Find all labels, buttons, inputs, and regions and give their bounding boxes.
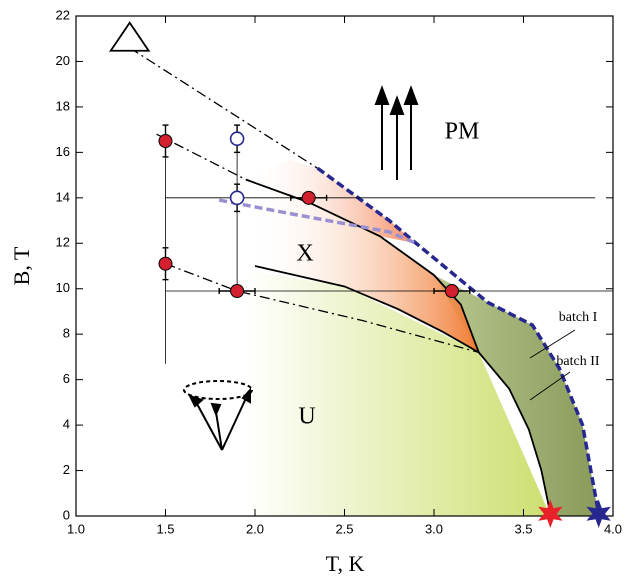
point	[230, 284, 245, 298]
line	[165, 263, 479, 353]
annotation: U	[298, 404, 315, 430]
x-tick-label: 4.0	[604, 521, 622, 536]
x-tick-label: 2.0	[246, 521, 264, 536]
line	[156, 133, 247, 181]
y-tick-label: 18	[56, 98, 70, 113]
y-tick-label: 0	[63, 507, 70, 522]
y-axis-label: B, T	[9, 246, 34, 285]
line	[316, 166, 601, 515]
leader-line	[529, 329, 576, 359]
y-tick-label: 4	[63, 417, 70, 432]
point	[158, 256, 173, 271]
y-tick-label: 14	[56, 189, 70, 204]
phase-regions	[246, 160, 599, 516]
y-tick-label: 20	[56, 53, 70, 68]
region-u	[246, 270, 551, 516]
line	[129, 47, 319, 169]
y-tick-label: 12	[56, 235, 70, 250]
region-x	[246, 179, 479, 353]
x-tick-label: 1.0	[67, 521, 85, 536]
x-tick-label: 3.5	[514, 521, 532, 536]
point	[586, 499, 611, 528]
x-tick-label: 3.0	[425, 521, 443, 536]
point	[444, 284, 459, 298]
point	[538, 499, 563, 528]
leader-line	[529, 371, 571, 401]
line	[478, 351, 552, 514]
line	[245, 178, 480, 353]
line	[254, 265, 480, 354]
point	[229, 190, 245, 206]
region-peach	[246, 160, 417, 244]
y-tick-label: 22	[56, 7, 70, 22]
x-tick-label: 1.5	[156, 521, 174, 536]
field-arrows	[374, 85, 419, 180]
annotation: batch I	[559, 310, 598, 325]
point	[229, 131, 245, 147]
annotation: batch II	[556, 354, 599, 369]
spin-cone	[183, 380, 253, 451]
x-tick-label: 2.5	[335, 521, 353, 536]
line	[218, 198, 417, 245]
y-tick-label: 2	[63, 462, 70, 477]
annotation: X	[296, 241, 313, 267]
x-axis-label: T, K	[326, 551, 365, 576]
y-tick-label: 16	[56, 144, 70, 159]
y-tick-label: 10	[56, 280, 70, 295]
point	[158, 134, 173, 148]
annotation: PM	[445, 119, 480, 145]
y-tick-label: 6	[63, 371, 70, 386]
y-tick-label: 8	[63, 326, 70, 341]
point	[109, 21, 151, 52]
region-olive	[434, 275, 599, 516]
point	[301, 190, 316, 205]
